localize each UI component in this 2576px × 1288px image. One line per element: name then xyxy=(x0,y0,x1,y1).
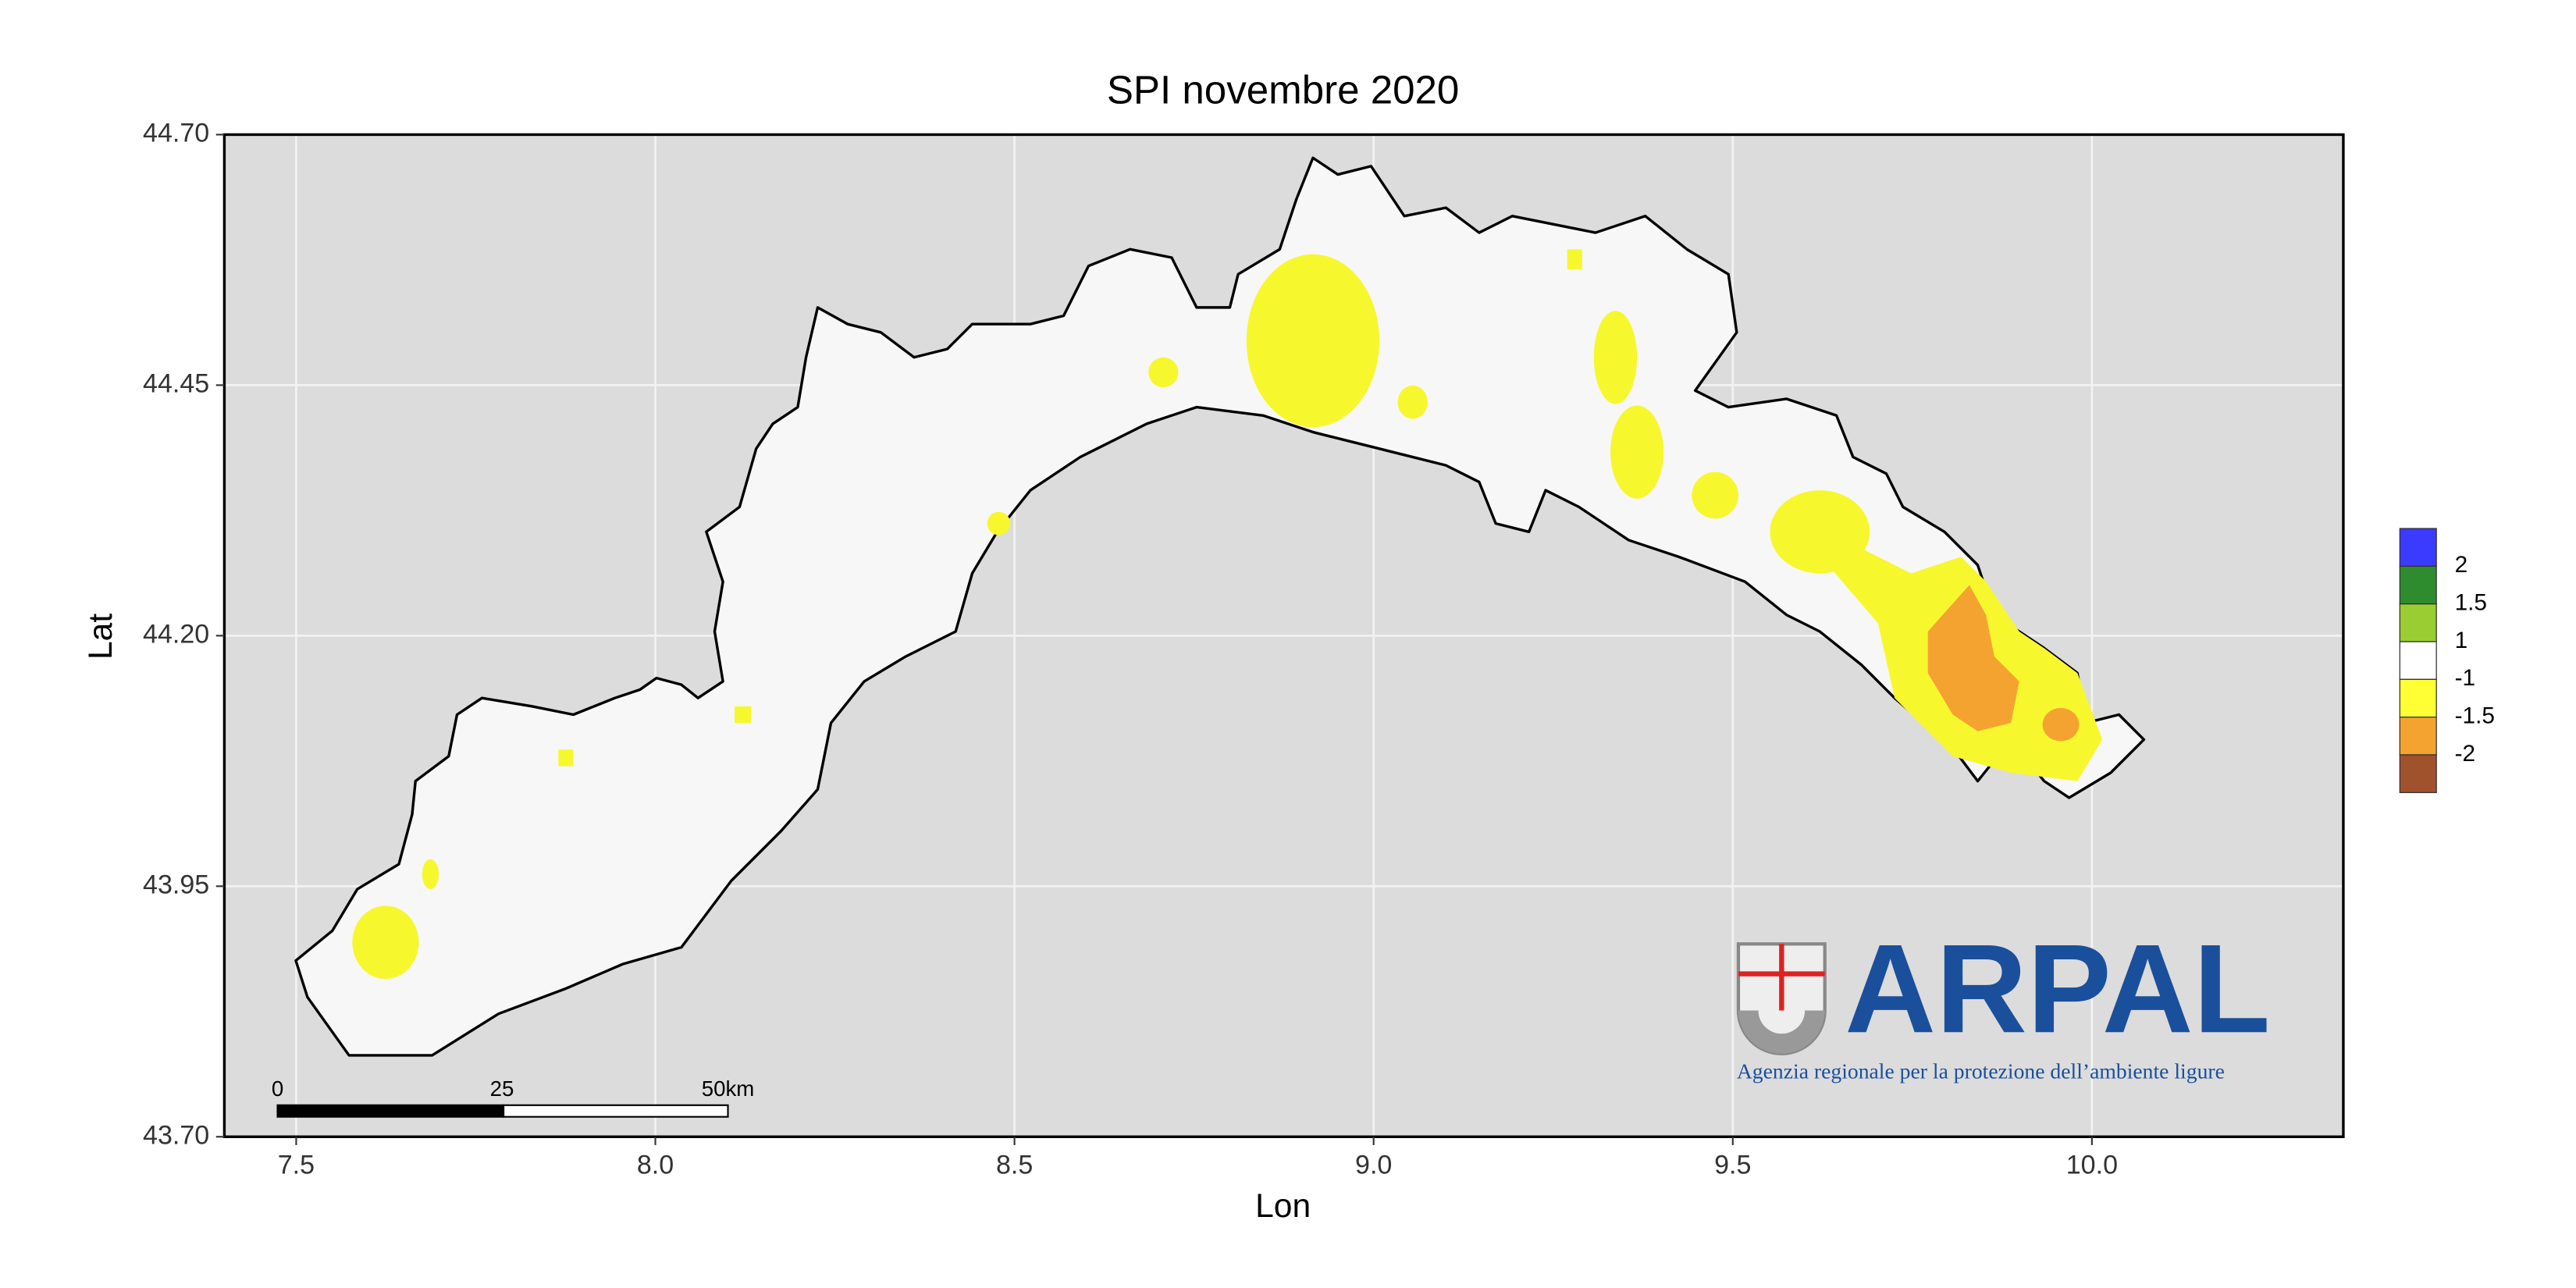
x-tick-label: 8.0 xyxy=(637,1151,674,1180)
region-liguria xyxy=(294,156,2146,1057)
legend-swatch xyxy=(2399,565,2437,605)
logo-tagline: Agenzia regionale per la protezione dell… xyxy=(1737,1059,2225,1083)
dry-area xyxy=(1610,405,1664,499)
scale-bar-segment xyxy=(503,1104,729,1118)
x-tick-label: 9.0 xyxy=(1355,1151,1392,1180)
x-tick-label: 8.5 xyxy=(996,1151,1033,1180)
scale-bar-segment xyxy=(276,1104,505,1118)
very-dry-area xyxy=(2042,707,2080,742)
legend: 2 1.5 1 -1 -1.5 -2 xyxy=(2399,528,2495,793)
very-dry-area xyxy=(1927,585,2019,731)
legend-label: 1.5 xyxy=(2455,590,2487,616)
dry-area xyxy=(1397,385,1428,419)
very-dry-areas xyxy=(1927,585,2080,742)
dry-area xyxy=(1593,311,1638,404)
scale-bar: 0 25 50km xyxy=(272,1076,755,1118)
dry-area xyxy=(422,859,439,890)
x-axis-label: Lon xyxy=(1255,1187,1311,1225)
y-tick-label: 44.45 xyxy=(143,368,209,398)
legend-label: -1.5 xyxy=(2455,703,2495,729)
y-tick-label: 44.70 xyxy=(143,118,209,148)
logo-arc xyxy=(1738,1010,1825,1054)
dry-area xyxy=(987,511,1011,535)
dry-area xyxy=(1246,254,1380,428)
legend-swatch xyxy=(2399,603,2437,642)
dry-area xyxy=(352,906,419,979)
logo-name: ARPAL xyxy=(1845,919,2270,1059)
dry-area xyxy=(735,706,752,724)
legend-label: 2 xyxy=(2455,552,2468,578)
y-tick-label: 43.95 xyxy=(143,870,209,899)
legend-swatch xyxy=(2399,641,2437,680)
legend-swatch xyxy=(2399,754,2437,793)
logo: ARPAL Agenzia regionale per la protezion… xyxy=(1737,919,2271,1083)
legend-label: -2 xyxy=(2455,741,2476,767)
legend-label: 1 xyxy=(2455,628,2468,653)
y-tick-label: 44.20 xyxy=(143,619,209,649)
legend-swatch xyxy=(2399,717,2437,756)
dry-area xyxy=(1770,490,1870,574)
dry-area xyxy=(1692,471,1738,519)
x-tick-label: 9.5 xyxy=(1714,1151,1751,1180)
scale-bar-label: 25 xyxy=(490,1076,514,1101)
legend-label: -1 xyxy=(2455,665,2476,691)
legend-swatch xyxy=(2399,528,2437,568)
y-tick-label: 43.70 xyxy=(143,1120,209,1150)
scale-bar-label: 0 xyxy=(272,1076,283,1101)
dry-area xyxy=(558,749,574,767)
chart-title: SPI novembre 2020 xyxy=(1107,68,1459,112)
scale-bar-label: 50km xyxy=(702,1076,755,1101)
dry-area xyxy=(1567,249,1582,269)
x-tick-label: 7.5 xyxy=(278,1151,315,1180)
dry-area xyxy=(1148,357,1179,388)
legend-swatch xyxy=(2399,678,2437,718)
x-tick-label: 10.0 xyxy=(2066,1151,2118,1180)
y-axis-label: Lat xyxy=(82,614,119,660)
